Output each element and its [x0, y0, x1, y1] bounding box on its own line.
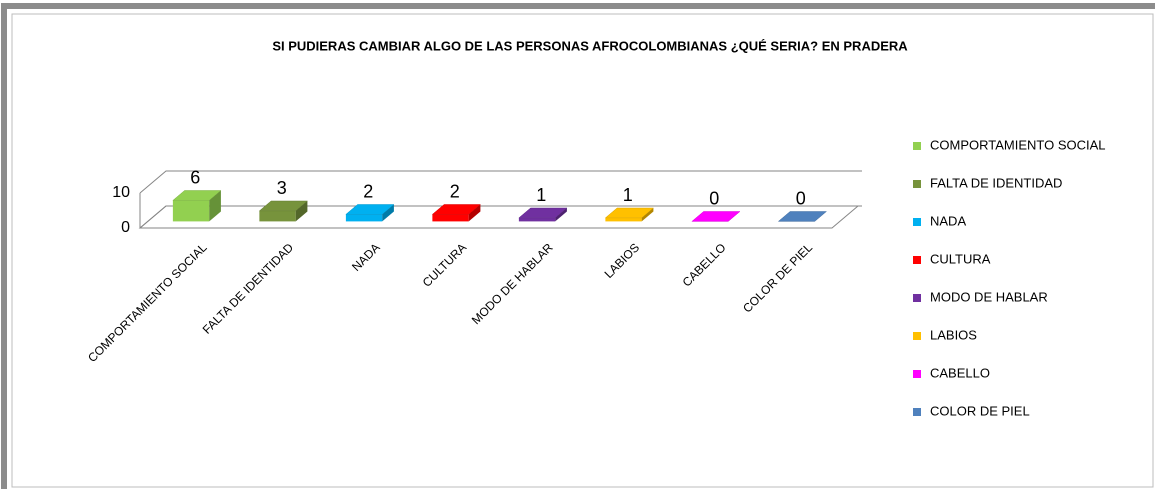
grid-line — [139, 170, 862, 194]
legend-swatch — [913, 256, 921, 264]
frame — [1, 3, 1155, 489]
bar-front — [172, 200, 210, 222]
legend-label: FALTA DE IDENTIDAD — [930, 175, 1062, 190]
legend-swatch — [913, 142, 921, 150]
legend-swatch — [913, 370, 921, 378]
y-tick-label: 0 — [121, 219, 130, 236]
bar-front — [518, 217, 556, 222]
data-label: 1 — [536, 185, 546, 205]
bar-side — [641, 208, 654, 222]
legend-label: NADA — [930, 213, 966, 228]
legend-label: CULTURA — [930, 251, 991, 266]
legend-swatch — [913, 408, 921, 416]
data-label: 6 — [190, 167, 200, 187]
bar-front — [432, 214, 469, 222]
legend-swatch — [913, 294, 921, 302]
data-label: 0 — [709, 188, 719, 208]
legend-label: MODO DE HABLAR — [930, 289, 1048, 304]
bar-side — [209, 190, 221, 222]
bar-side — [295, 201, 308, 222]
bar-front — [345, 214, 383, 222]
bar-side — [468, 204, 481, 222]
grid-line — [139, 205, 862, 229]
legend-label: LABIOS — [930, 327, 977, 342]
legend-swatch — [913, 218, 921, 226]
legend-label: COLOR DE PIEL — [930, 403, 1030, 418]
chart-area — [11, 13, 1154, 488]
data-label: 2 — [363, 181, 373, 201]
data-label: 2 — [450, 181, 460, 201]
legend-label: CABELLO — [930, 365, 990, 380]
bar-front — [259, 210, 296, 222]
bar-front — [605, 217, 642, 222]
data-label: 1 — [623, 185, 633, 205]
bar-side — [555, 208, 567, 222]
data-label: 0 — [796, 188, 806, 208]
legend-swatch — [913, 180, 921, 188]
y-tick-label: 10 — [112, 184, 130, 201]
chart-title: SI PUDIERAS CAMBIAR ALGO DE LAS PERSONAS… — [272, 38, 908, 53]
data-label: 3 — [277, 178, 287, 198]
bar-side — [382, 204, 394, 222]
legend-label: COMPORTAMIENTO SOCIAL — [930, 137, 1106, 152]
legend-swatch — [913, 332, 921, 340]
